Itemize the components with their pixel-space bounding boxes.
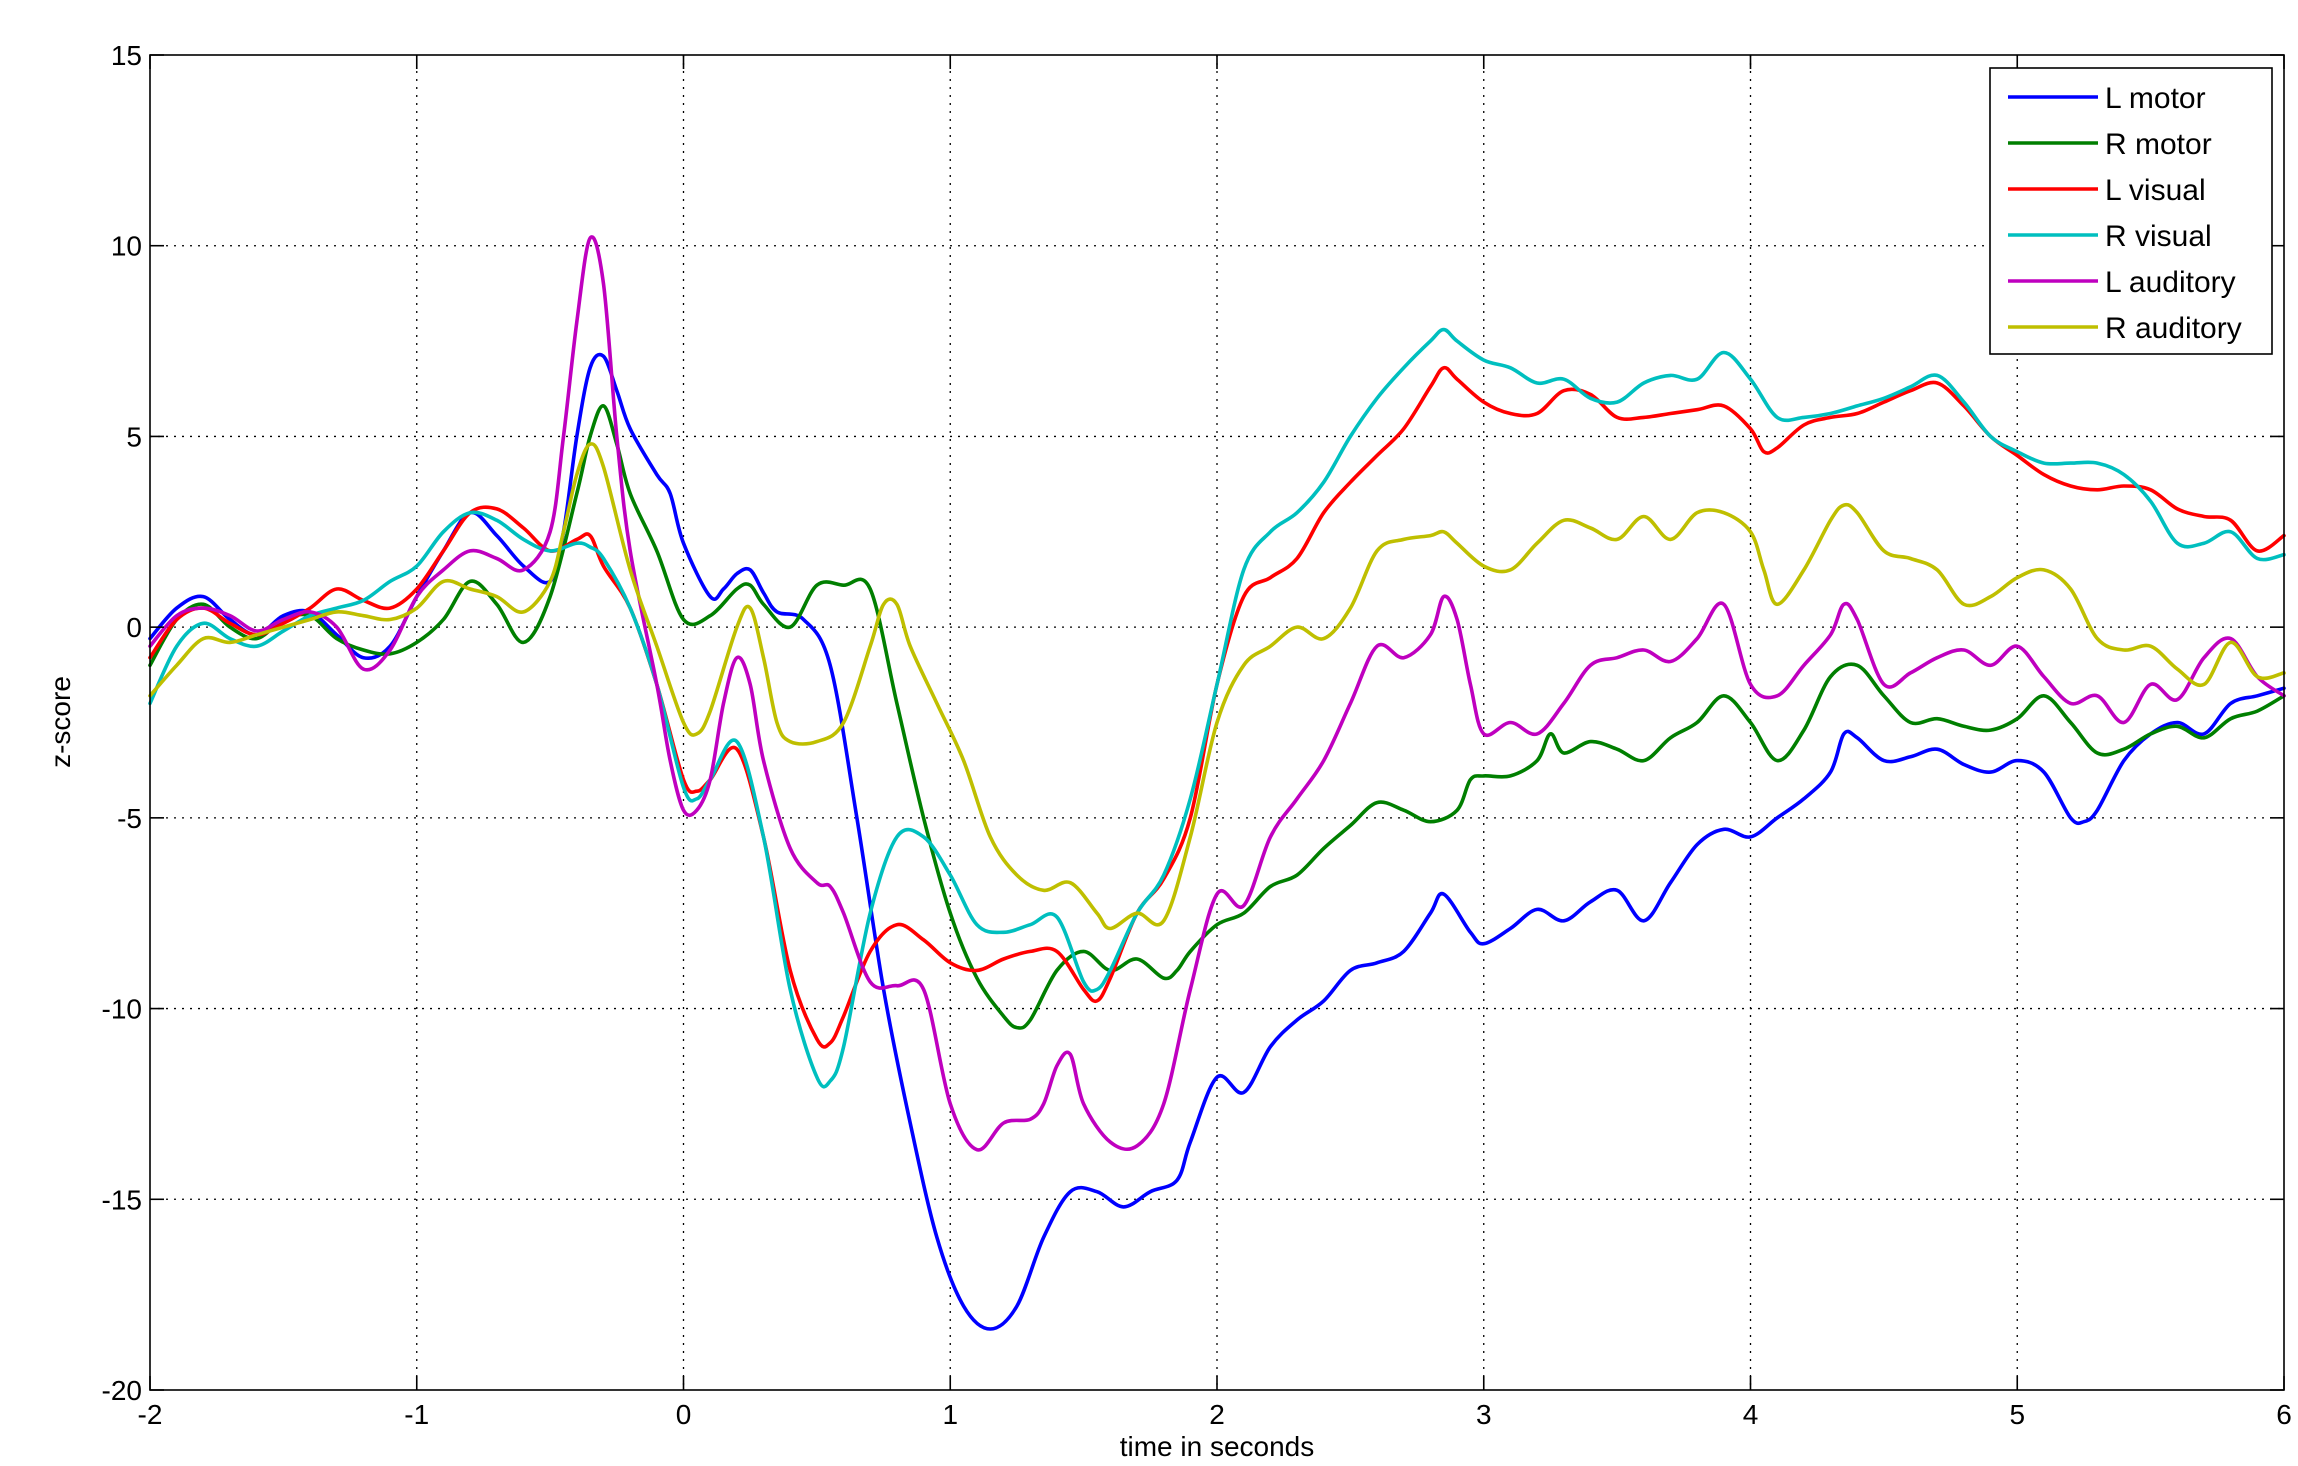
grid xyxy=(150,55,2284,1390)
y-tick-label: -15 xyxy=(102,1184,142,1215)
legend-label-r-visual: R visual xyxy=(2105,220,2212,253)
series-lines xyxy=(148,235,2286,1331)
legend-items: L motor R motor L visual R visual L auditory… xyxy=(2008,82,2242,345)
legend-label-l-motor: L motor xyxy=(2105,82,2206,115)
y-tick-label: -5 xyxy=(117,803,142,834)
legend-label-r-motor: R motor xyxy=(2105,128,2212,161)
axis-ticks xyxy=(149,54,2285,1391)
x-tick-label: 6 xyxy=(2276,1399,2292,1430)
x-tick-label: 2 xyxy=(1209,1399,1225,1430)
x-tick-label: 5 xyxy=(2009,1399,2025,1430)
x-axis-label: time in seconds xyxy=(1120,1431,1315,1462)
x-tick-label: -1 xyxy=(404,1399,429,1430)
series-line-l-auditory xyxy=(148,235,2286,1152)
y-tick-label: -20 xyxy=(102,1375,142,1406)
x-tick-labels: -2 -1 0 1 2 3 4 5 6 xyxy=(138,1399,2292,1430)
series-line-r-auditory xyxy=(148,442,2286,931)
y-tick-label: -10 xyxy=(102,994,142,1025)
legend-label-r-auditory: R auditory xyxy=(2105,312,2242,345)
series-line-r-motor xyxy=(148,404,2286,1030)
x-tick-label: 4 xyxy=(1743,1399,1759,1430)
y-tick-labels: -20 -15 -10 -5 0 5 10 15 xyxy=(102,40,142,1406)
x-tick-label: -2 xyxy=(138,1399,163,1430)
legend-label-l-visual: L visual xyxy=(2105,174,2206,207)
y-tick-label: 5 xyxy=(126,421,142,452)
legend-box xyxy=(1989,67,2273,355)
x-tick-label: 3 xyxy=(1476,1399,1492,1430)
y-tick-label: 0 xyxy=(126,612,142,643)
x-tick-label: 1 xyxy=(942,1399,958,1430)
legend: L motor R motor L visual R visual L auditory… xyxy=(1989,67,2273,355)
legend-label-l-auditory: L auditory xyxy=(2105,266,2236,299)
series-line-l-visual xyxy=(148,365,2286,1049)
y-tick-label: 10 xyxy=(111,231,142,262)
y-axis-label: z-score xyxy=(45,676,76,768)
x-tick-label: 0 xyxy=(676,1399,692,1430)
y-tick-label: 15 xyxy=(111,40,142,71)
